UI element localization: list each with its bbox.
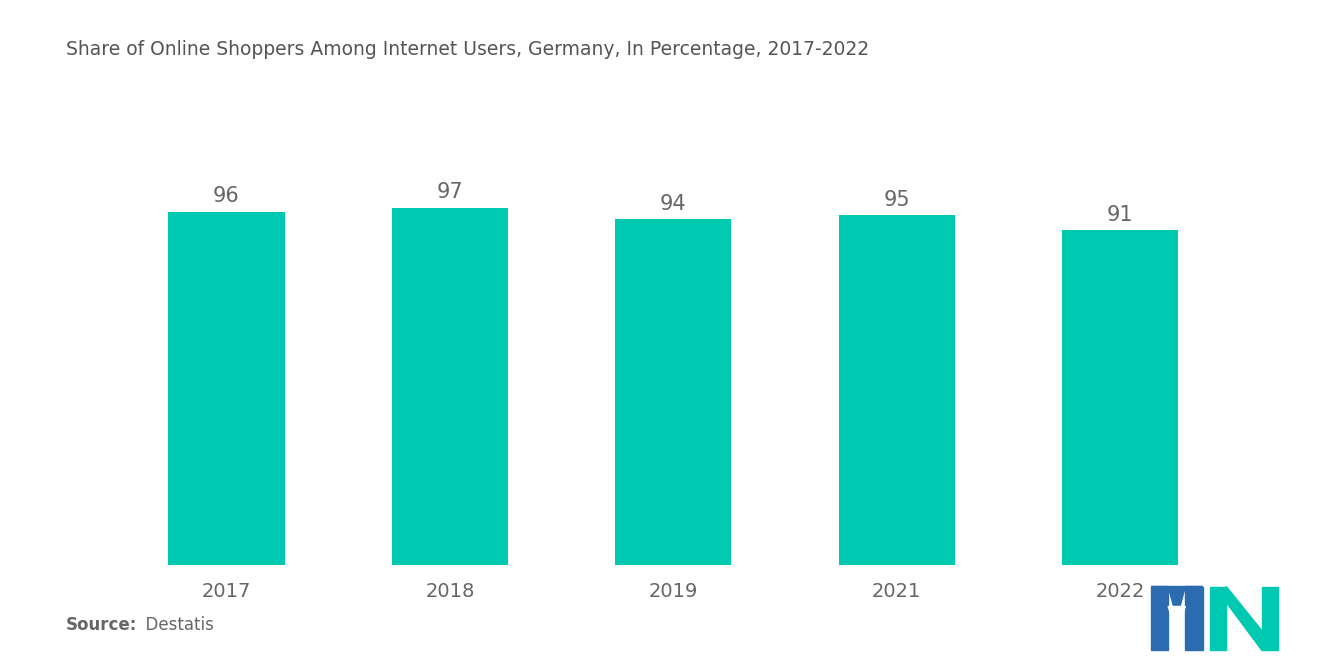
Polygon shape xyxy=(1226,587,1278,650)
Text: 96: 96 xyxy=(213,186,240,206)
Text: Source:: Source: xyxy=(66,616,137,634)
Polygon shape xyxy=(1151,587,1168,650)
Text: Share of Online Shoppers Among Internet Users, Germany, In Percentage, 2017-2022: Share of Online Shoppers Among Internet … xyxy=(66,40,869,59)
Bar xyxy=(615,219,731,565)
Text: 91: 91 xyxy=(1106,205,1134,225)
Polygon shape xyxy=(1210,587,1226,650)
Polygon shape xyxy=(1262,587,1278,650)
Text: 97: 97 xyxy=(437,182,463,202)
Text: 95: 95 xyxy=(883,190,909,210)
Bar xyxy=(838,215,954,565)
Bar xyxy=(392,208,508,565)
Bar xyxy=(1061,230,1177,565)
Bar xyxy=(169,211,285,565)
Text: 94: 94 xyxy=(660,194,686,213)
Polygon shape xyxy=(1168,606,1185,634)
Polygon shape xyxy=(1185,587,1203,650)
Polygon shape xyxy=(1151,587,1203,618)
Text: Destatis: Destatis xyxy=(135,616,214,634)
